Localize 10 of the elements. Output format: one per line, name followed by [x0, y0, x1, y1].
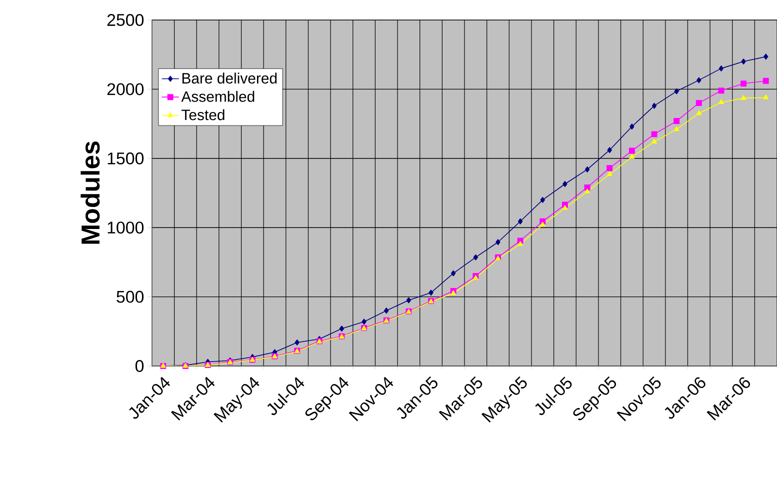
legend-label: Bare delivered	[182, 72, 277, 84]
y-axis-title: Modules	[80, 142, 100, 244]
legend-label: Tested	[182, 109, 224, 120]
y-tick-label: 500	[116, 290, 144, 303]
y-tick-label: 2000	[107, 83, 144, 96]
y-tick-label: 1000	[108, 222, 144, 234]
y-tick-label: 1500	[108, 152, 144, 164]
legend-label: Assembled	[181, 90, 254, 102]
y-tick-label: 2500	[107, 14, 144, 26]
y-tick-label: 0	[135, 360, 144, 372]
